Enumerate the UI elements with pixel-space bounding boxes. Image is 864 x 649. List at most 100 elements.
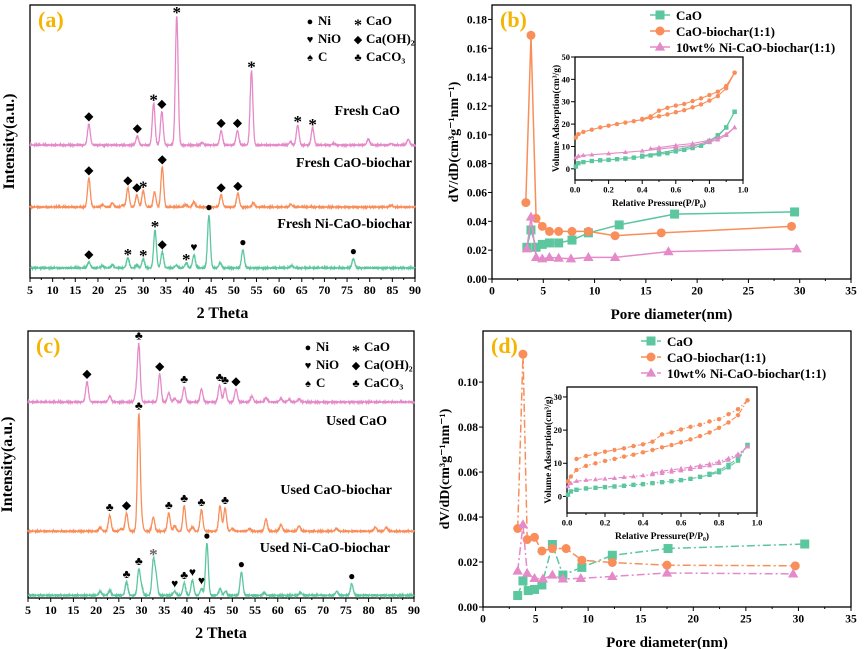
x-tick-label: 50 <box>226 603 238 617</box>
pore-size-series <box>513 539 810 601</box>
isotherm-point <box>580 152 586 158</box>
isotherm-point <box>598 125 603 130</box>
y-tick-label: 0.06 <box>467 187 487 199</box>
isotherm-point <box>589 158 594 164</box>
legend-marker-triangle <box>654 41 666 51</box>
phase-marker-circle: ● <box>350 244 357 258</box>
legend-symbol-heart: ♥ <box>305 360 312 372</box>
y-axis-title: Intensity(a.u.) <box>1 93 18 189</box>
pore-size-point <box>526 225 536 235</box>
isotherm-point <box>656 150 662 156</box>
pore-size-point <box>544 238 554 248</box>
isotherm-point <box>715 89 720 94</box>
pore-size-series <box>513 349 800 571</box>
y-tick-label: 0.02 <box>458 557 478 569</box>
isotherm-point <box>602 476 608 481</box>
pore-size-point <box>518 349 528 359</box>
pore-size-line <box>516 354 796 567</box>
legend-marker-circle <box>655 26 665 36</box>
pore-size-point <box>661 567 673 577</box>
xrd-line <box>27 412 415 535</box>
phase-marker-diamond: ◆ <box>123 173 133 187</box>
x-tick-label: 85 <box>386 283 398 297</box>
phase-marker-circle: ● <box>203 528 210 542</box>
pore-size-point <box>577 555 587 565</box>
x-axis-title: Relative Pressure(P/P₀) <box>612 198 706 209</box>
isotherm-point <box>589 127 594 132</box>
legend-symbol-diamond: ◆ <box>354 34 363 46</box>
pore-size-point <box>607 550 617 560</box>
pore-size-point <box>529 573 540 583</box>
isotherm-point <box>716 416 722 422</box>
phase-marker-club: ♣ <box>165 498 173 512</box>
legend-symbol-asterisk: * <box>354 17 362 34</box>
isotherm-point <box>630 473 637 479</box>
isotherm-point <box>716 425 722 430</box>
chart-panel-d: 0 5 10 15 20 25 30 350.000.020.040.060.080.10Po… <box>438 330 857 649</box>
xrd-line <box>29 214 416 272</box>
isotherm-point <box>648 114 653 119</box>
pore-size-point <box>517 519 529 529</box>
y-tick-label: 0.08 <box>458 422 478 434</box>
isotherm-point <box>744 444 751 449</box>
isotherm-point <box>622 149 628 155</box>
isotherm-point <box>697 474 703 480</box>
isotherm-point <box>745 398 750 403</box>
pore-size-point <box>583 251 594 261</box>
isotherm-point <box>650 480 655 486</box>
phase-marker-circle: ● <box>238 557 245 571</box>
phase-marker-heart: ♥ <box>189 565 196 579</box>
chart-panel-a: 5 10 15 20 25 30 35 40 45 50 55 60 65 70 75 80 85 90 2 The… <box>1 3 421 322</box>
isotherm-point <box>631 443 636 449</box>
xrd-line <box>27 543 415 599</box>
pore-size-point <box>790 561 800 571</box>
y-axis-title: dV/dD(cm³g⁻¹nm⁻¹) <box>438 408 453 529</box>
pore-size-point <box>537 239 547 249</box>
pore-size-point <box>521 198 531 208</box>
legend-symbol-circle: ● <box>305 342 312 354</box>
isotherm-point <box>669 442 674 448</box>
isotherm-point <box>724 125 729 130</box>
isotherm-point <box>673 142 679 148</box>
isotherm-point <box>583 453 589 459</box>
y-axis-title: Intensity(a.u.) <box>0 416 16 512</box>
phase-marker-diamond: ◆ <box>132 180 142 194</box>
x-tick-label: 5 <box>533 614 539 626</box>
pore-size-point <box>800 539 810 549</box>
y-tick-label: 40 <box>562 74 571 84</box>
x-tick-label: 0.4 <box>638 518 649 528</box>
phase-marker-club: ♣ <box>135 399 143 413</box>
y-axis-title: Volume Adsorption(cm³/g) <box>543 396 554 503</box>
phase-marker-circle: ● <box>348 569 355 583</box>
y-tick-label: 20 <box>554 425 563 435</box>
x-tick-label: 0.6 <box>670 185 681 195</box>
phase-marker-diamond: ◆ <box>158 152 168 166</box>
isotherm-point <box>726 462 731 468</box>
legend-marker-square <box>646 336 656 346</box>
isotherm-point <box>725 455 732 461</box>
x-tick-label: 0 <box>480 614 486 626</box>
x-tick-label: 65 <box>296 283 308 297</box>
isotherm-point <box>623 156 628 161</box>
x-tick-label: 15 <box>67 603 79 617</box>
isotherm-series <box>565 398 750 484</box>
x-tick-label: 25 <box>115 283 127 297</box>
isotherm-point <box>659 479 665 485</box>
y-tick-label: 0.18 <box>467 14 487 26</box>
isotherm-series <box>649 444 751 475</box>
x-axis-title: 2 Theta <box>195 625 247 642</box>
legend-label: 10wt% Ni-CaO-biochar(1:1) <box>667 366 826 381</box>
pore-size-point <box>662 560 672 570</box>
isotherm-point <box>707 419 712 424</box>
x-tick-label: 0 <box>489 286 495 298</box>
isotherm-point <box>574 456 579 462</box>
isotherm-point <box>735 451 741 456</box>
y-tick-label: 0.04 <box>467 216 487 228</box>
isotherm-point <box>732 70 737 75</box>
isotherm-series <box>640 70 737 122</box>
isotherm-point <box>726 465 731 470</box>
isotherm-point <box>690 98 695 104</box>
phase-marker-asterisk: * <box>151 217 160 236</box>
